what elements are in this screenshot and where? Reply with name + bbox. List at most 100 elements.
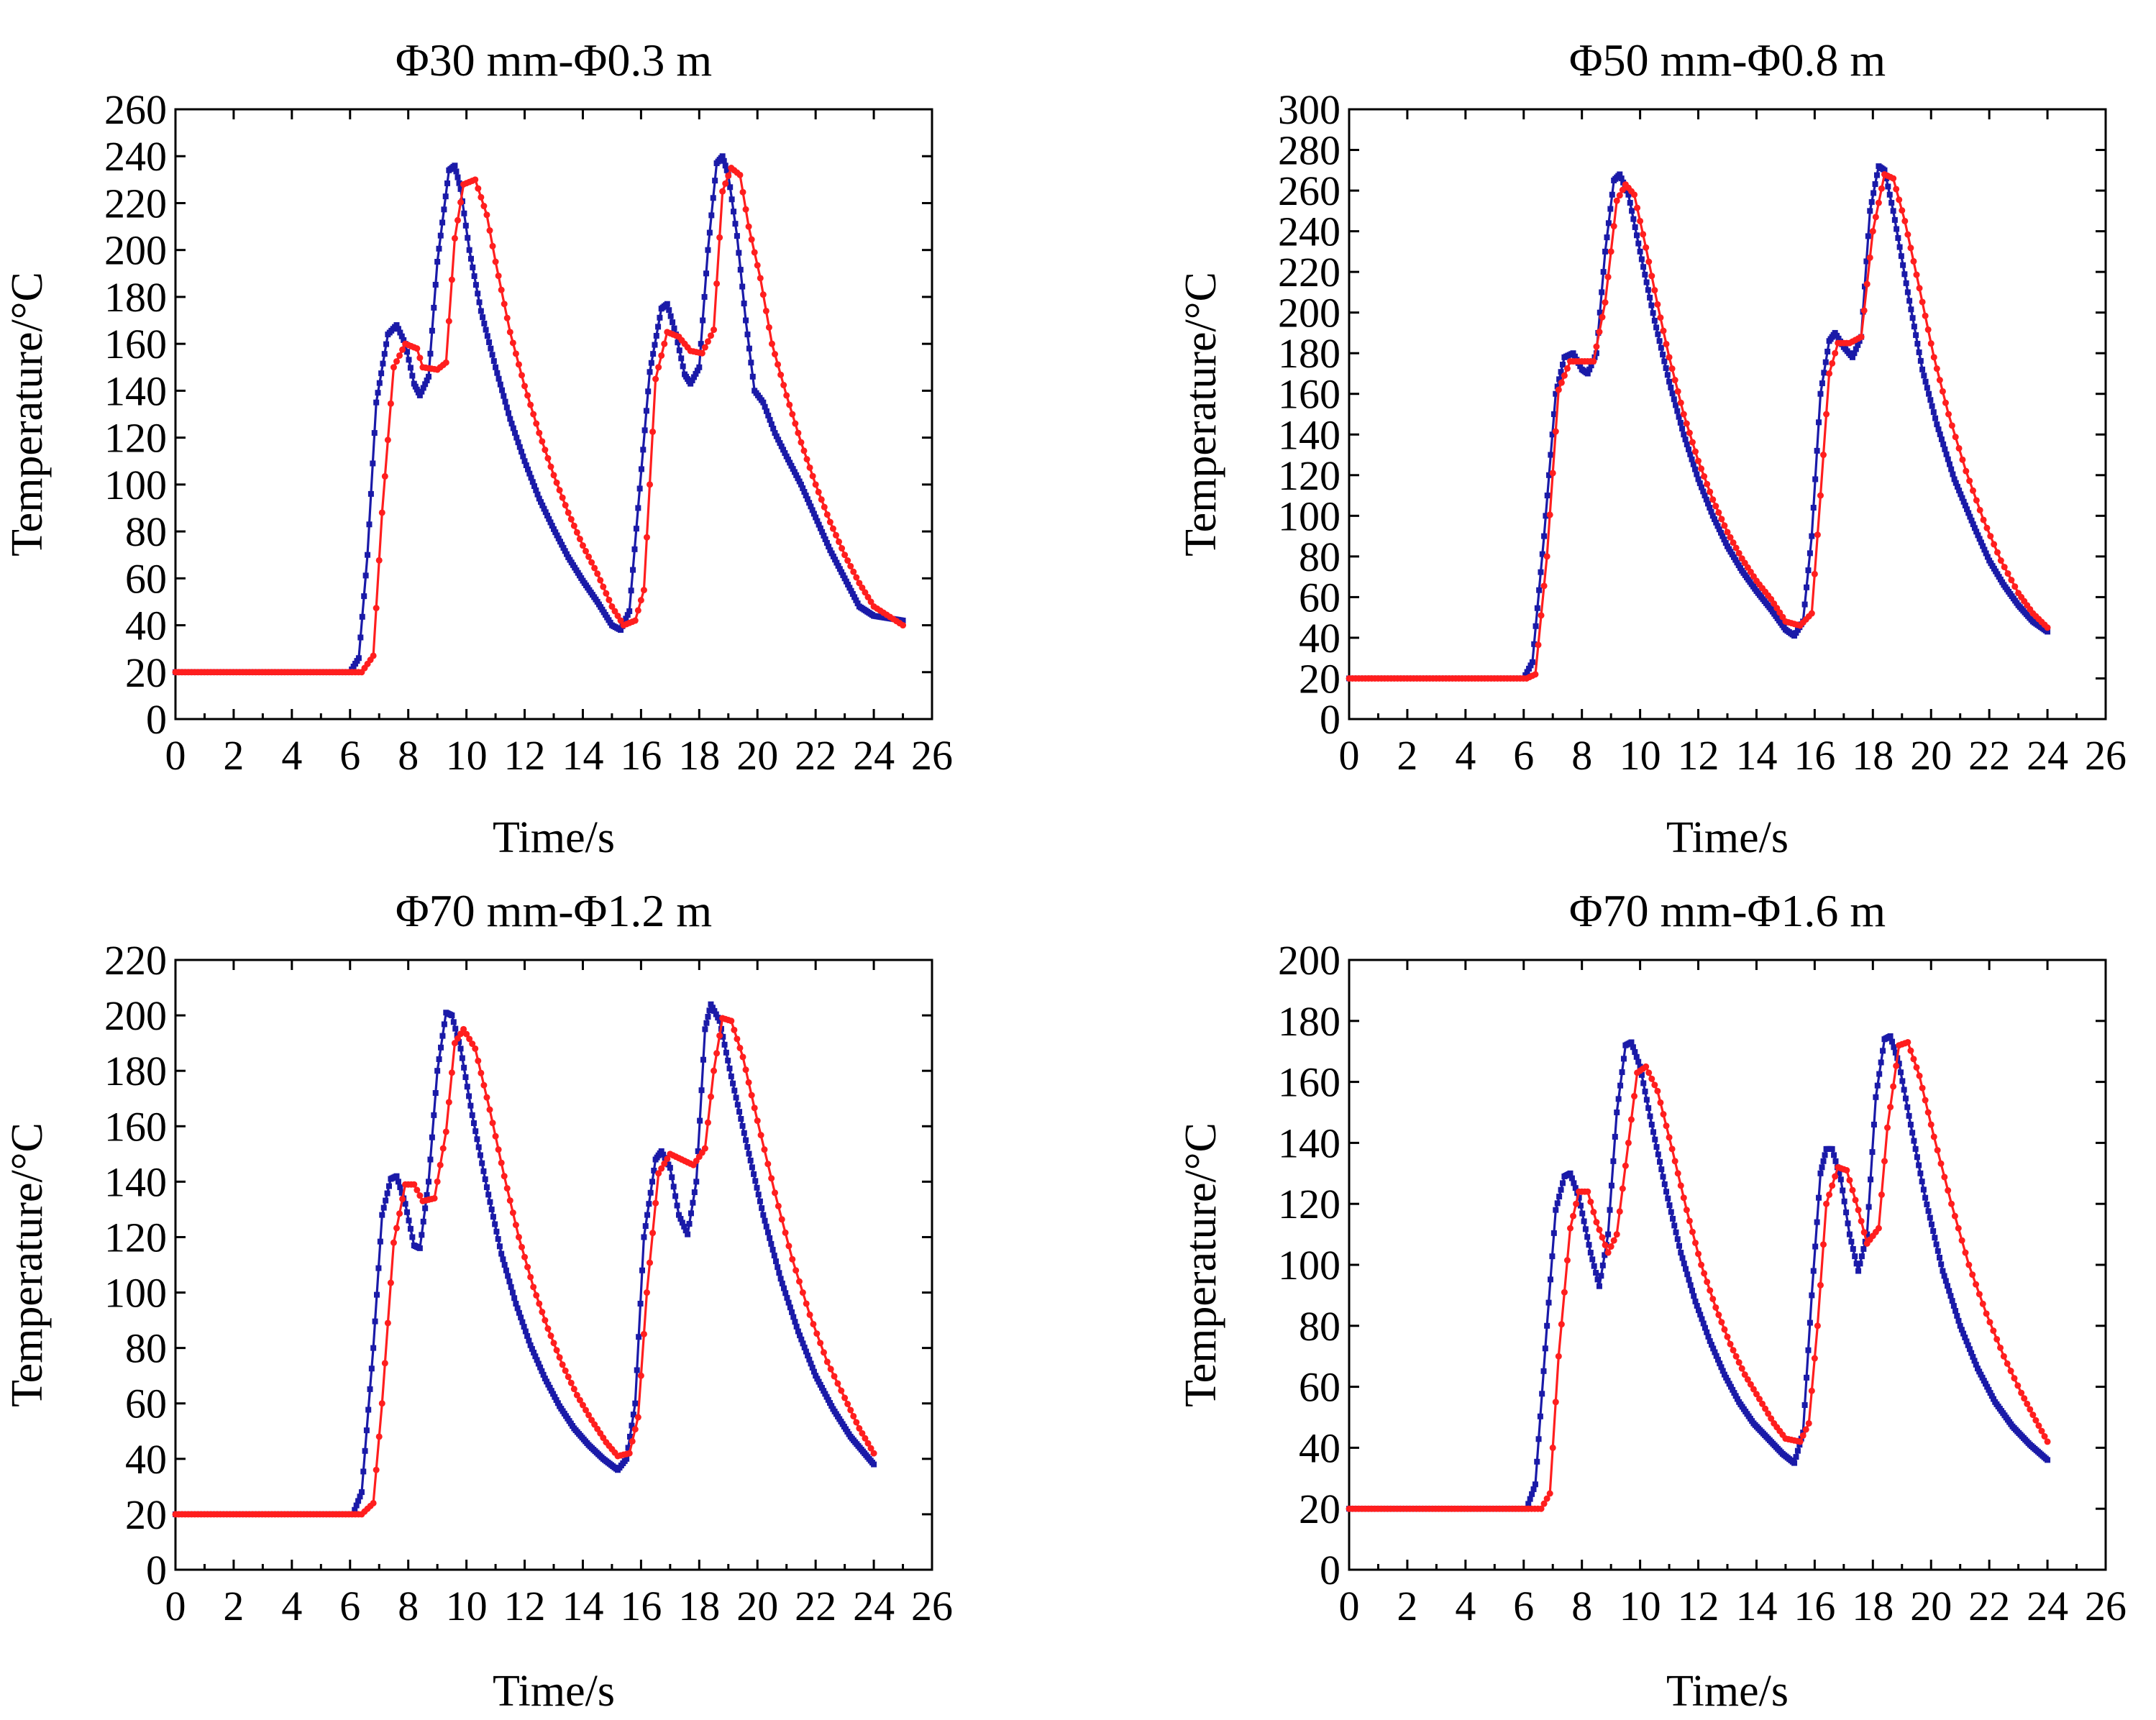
- data-point: [1734, 1396, 1740, 1402]
- data-point: [482, 1176, 488, 1182]
- data-point: [1660, 352, 1666, 358]
- data-point: [594, 570, 601, 577]
- data-point: [655, 1170, 662, 1177]
- data-point: [516, 444, 523, 450]
- plot-frame: [174, 959, 933, 1571]
- x-tick-label: 0: [165, 1583, 186, 1629]
- data-point: [805, 1353, 811, 1359]
- data-point: [775, 1202, 782, 1209]
- data-point: [1627, 1116, 1635, 1123]
- data-point: [1604, 1249, 1612, 1256]
- data-point: [1540, 582, 1548, 590]
- data-point: [1951, 1212, 1958, 1220]
- x-tick-label: 20: [1910, 1583, 1952, 1629]
- data-point: [1597, 309, 1603, 316]
- data-point: [1664, 372, 1671, 378]
- data-point: [765, 324, 772, 331]
- data-point: [527, 1342, 534, 1348]
- data-point: [732, 221, 739, 227]
- data-point: [1867, 208, 1873, 214]
- data-point: [370, 1499, 377, 1506]
- data-point: [1540, 1368, 1547, 1374]
- data-point: [516, 1309, 522, 1316]
- data-point: [634, 1367, 640, 1373]
- data-point: [1616, 1208, 1623, 1215]
- data-point: [820, 1349, 827, 1356]
- x-tick-label: 6: [339, 732, 360, 779]
- data-point: [675, 1212, 682, 1218]
- data-point: [649, 1179, 655, 1185]
- data-point: [1960, 1330, 1967, 1337]
- data-point: [798, 439, 805, 446]
- data-point: [1563, 1257, 1571, 1264]
- data-point: [503, 1267, 509, 1273]
- data-point: [1661, 358, 1668, 365]
- data-point: [1941, 1174, 1948, 1181]
- data-point: [1919, 298, 1926, 306]
- data-point: [559, 541, 565, 548]
- data-point: [375, 1265, 382, 1271]
- data-point: [1993, 549, 2001, 556]
- data-point: [1588, 362, 1594, 369]
- data-point: [438, 1044, 444, 1051]
- data-point: [816, 1378, 822, 1385]
- data-point: [1721, 536, 1727, 543]
- data-point: [1705, 1333, 1712, 1340]
- x-tick-label: 16: [620, 1583, 662, 1629]
- data-point: [712, 178, 718, 184]
- data-point: [1823, 411, 1830, 418]
- data-point: [498, 1159, 505, 1166]
- data-point: [1921, 372, 1927, 379]
- data-point: [1973, 1281, 1980, 1288]
- series-red: [1346, 170, 2051, 682]
- data-point: [373, 1291, 380, 1298]
- data-point: [527, 401, 534, 408]
- data-point: [1841, 1198, 1847, 1204]
- data-point: [1840, 1187, 1846, 1194]
- data-point: [1893, 1062, 1900, 1069]
- x-tick-label: 14: [562, 732, 603, 779]
- data-point: [806, 464, 813, 471]
- data-point: [823, 1394, 830, 1400]
- data-point: [486, 1106, 493, 1113]
- data-point: [1954, 483, 1960, 490]
- data-point: [370, 460, 376, 467]
- data-point: [728, 1017, 735, 1025]
- data-point: [352, 1506, 358, 1513]
- data-point: [1605, 220, 1612, 227]
- y-tick-label: 200: [1278, 937, 1340, 984]
- data-point: [1717, 1360, 1723, 1367]
- data-point: [1527, 662, 1534, 669]
- data-point: [547, 1332, 554, 1340]
- data-point: [536, 495, 542, 502]
- data-point: [1933, 365, 1940, 372]
- data-point: [725, 1057, 731, 1063]
- data-point: [1610, 1158, 1617, 1164]
- data-point: [859, 1429, 866, 1437]
- x-tick-label: 10: [446, 1583, 488, 1629]
- data-point: [1584, 1234, 1591, 1240]
- data-point: [1896, 244, 1903, 250]
- data-point: [381, 351, 388, 357]
- data-point: [600, 583, 607, 590]
- data-point: [1857, 1261, 1863, 1267]
- data-point: [515, 361, 522, 368]
- data-point: [486, 227, 493, 234]
- data-point: [1610, 223, 1617, 230]
- data-point: [1723, 1374, 1730, 1381]
- data-point: [1666, 354, 1673, 361]
- data-point: [1687, 451, 1694, 457]
- data-point: [1635, 240, 1642, 247]
- data-point: [1968, 1350, 1975, 1356]
- data-point: [785, 1299, 792, 1306]
- data-point: [457, 198, 465, 206]
- data-point: [742, 1066, 749, 1074]
- data-point: [1553, 1207, 1559, 1213]
- data-point: [705, 247, 711, 253]
- data-point: [705, 1014, 711, 1020]
- data-point: [500, 1256, 506, 1263]
- data-point: [1894, 226, 1900, 232]
- data-point: [357, 634, 364, 641]
- data-point: [393, 1225, 401, 1232]
- data-point: [1889, 1038, 1896, 1045]
